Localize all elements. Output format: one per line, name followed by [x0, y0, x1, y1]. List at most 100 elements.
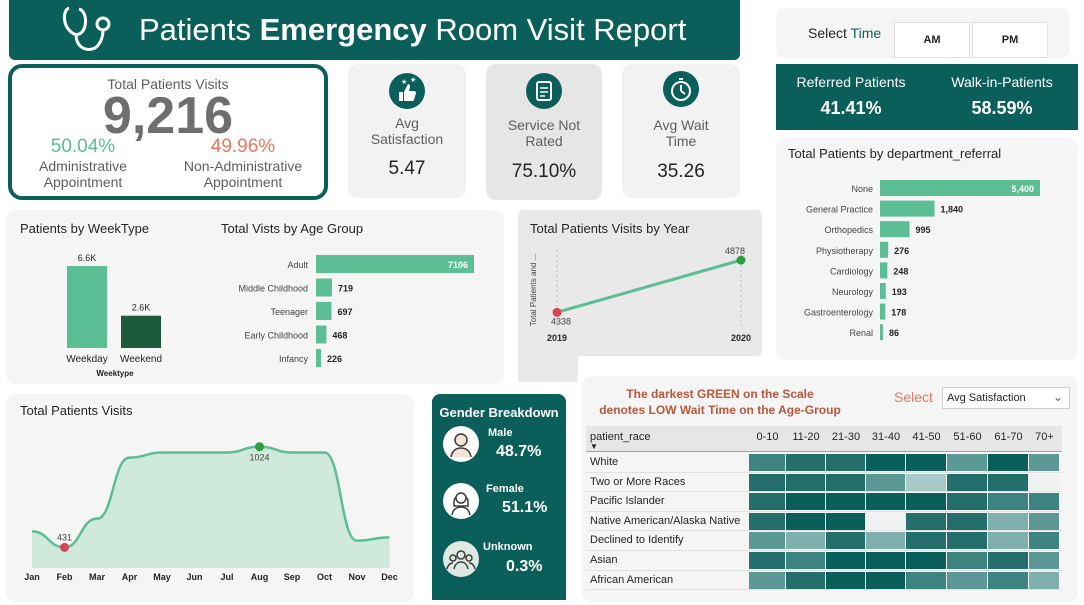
- heatmap-cell[interactable]: [786, 512, 825, 530]
- heatmap-column-header: 41-50: [912, 431, 941, 443]
- heatmap-cell[interactable]: [866, 454, 905, 471]
- age-group-chart-title: Total Vists by Age Group: [221, 221, 364, 236]
- heatmap-cell[interactable]: [749, 493, 785, 511]
- heatmap-cell[interactable]: [866, 473, 905, 491]
- admin-label: Administrative Appointment: [39, 158, 127, 190]
- heatmap-cell[interactable]: [786, 552, 825, 569]
- heatmap-cell[interactable]: [1029, 532, 1059, 550]
- total-visits-label: Total Patients Visits: [107, 76, 229, 92]
- heatmap-cell[interactable]: [826, 552, 865, 569]
- referred-label: Referred Patients: [796, 74, 906, 90]
- heatmap-cell[interactable]: [988, 512, 1028, 530]
- avg-wait-card: Avg Wait Time 35.26: [622, 64, 740, 198]
- sort-caret-icon[interactable]: ▼: [590, 442, 598, 451]
- heatmap-cell[interactable]: [749, 512, 785, 530]
- monthly-x-tick-label: Oct: [317, 572, 332, 582]
- heatmap-cell[interactable]: [1029, 512, 1059, 530]
- heatmap-cell[interactable]: [988, 493, 1028, 511]
- heatmap-cell[interactable]: [906, 512, 946, 530]
- heatmap-cell[interactable]: [866, 532, 905, 550]
- heatmap-cell[interactable]: [1029, 571, 1059, 589]
- heatmap-cell[interactable]: [749, 552, 785, 569]
- heatmap-cell[interactable]: [947, 552, 987, 569]
- age-category-label: Adult: [287, 260, 308, 270]
- year-y-axis-title: Total Patients and ...: [529, 254, 538, 327]
- heatmap-cell[interactable]: [906, 493, 946, 511]
- heatmap-cell[interactable]: [988, 454, 1028, 471]
- heatmap-cell[interactable]: [1029, 552, 1059, 569]
- avg-wait-value: 35.26: [657, 161, 705, 182]
- svg-text:★: ★: [410, 76, 416, 84]
- age-bar: [316, 278, 332, 297]
- year-chart-title: Total Patients Visits by Year: [530, 221, 690, 236]
- dept-category-label: Neurology: [832, 287, 874, 297]
- heatmap-cell[interactable]: [749, 532, 785, 550]
- heatmap-cell[interactable]: [786, 493, 825, 511]
- heatmap-cell[interactable]: [866, 571, 905, 589]
- heatmap-cell[interactable]: [906, 454, 946, 471]
- heatmap-row-label: Declined to Identify: [590, 534, 684, 547]
- heatmap-cell[interactable]: [906, 552, 946, 569]
- heatmap-cell[interactable]: [826, 571, 865, 589]
- heatmap-cell[interactable]: [786, 571, 825, 589]
- avg-satisfaction-card: ★ ★ Avg Satisfaction 5.47: [348, 64, 466, 198]
- heatmap-cell[interactable]: [1029, 454, 1059, 471]
- weektype-bar: [67, 266, 107, 348]
- heatmap-cell[interactable]: [866, 552, 905, 569]
- heatmap-cell[interactable]: [947, 571, 987, 589]
- heatmap-cell[interactable]: [906, 571, 946, 589]
- heatmap-cell[interactable]: [988, 532, 1028, 550]
- nonadmin-label: Non-Administrative Appointment: [183, 158, 303, 190]
- metric-select[interactable]: Avg Satisfaction ⌄: [942, 387, 1070, 409]
- age-data-label: 697: [337, 307, 352, 317]
- heatmap-cell[interactable]: [988, 473, 1028, 491]
- monthly-x-tick-label: May: [153, 572, 171, 582]
- stopwatch-icon: [663, 71, 699, 107]
- heatmap-cell[interactable]: [947, 473, 987, 491]
- heatmap-cell[interactable]: [1029, 493, 1059, 511]
- thumbs-up-icon: ★ ★: [389, 73, 425, 109]
- heatmap-cell[interactable]: [988, 571, 1028, 589]
- heatmap-cell[interactable]: [1029, 473, 1059, 491]
- heatmap-cell[interactable]: [786, 454, 825, 471]
- age-category-label: Teenager: [270, 307, 308, 317]
- year-data-label: 4338: [551, 316, 571, 326]
- weektype-chart: 6.6K Weekday 2.6K Weekend Weektype: [66, 253, 162, 378]
- pm-button[interactable]: PM: [972, 22, 1048, 58]
- age-category-label: Infancy: [279, 354, 309, 364]
- heatmap-cell[interactable]: [826, 493, 865, 511]
- heatmap-cell[interactable]: [866, 493, 905, 511]
- am-button[interactable]: AM: [894, 22, 970, 58]
- heatmap-cell[interactable]: [988, 552, 1028, 569]
- dept-data-label: 5,400: [1011, 184, 1034, 194]
- year-series-line: [556, 258, 742, 314]
- heatmap-cell[interactable]: [749, 473, 785, 491]
- heatmap-cell[interactable]: [947, 512, 987, 530]
- referral-split-card: Referred Patients 41.41% Walk-in-Patient…: [776, 64, 1078, 130]
- heatmap-cell[interactable]: [749, 454, 785, 471]
- avg-satisfaction-label: Avg Satisfaction: [370, 115, 444, 147]
- heatmap-cell[interactable]: [906, 532, 946, 550]
- clipboard-icon: [526, 73, 562, 109]
- heatmap-cell[interactable]: [749, 571, 785, 589]
- heatmap-row-label: White: [590, 456, 619, 468]
- male-label: Male: [488, 427, 513, 439]
- heatmap-cell[interactable]: [786, 473, 825, 491]
- heatmap-cell[interactable]: [906, 473, 946, 491]
- heatmap-cell[interactable]: [947, 493, 987, 511]
- gender-title: Gender Breakdown: [439, 405, 559, 420]
- heatmap-cell[interactable]: [786, 532, 825, 550]
- heatmap-cell[interactable]: [866, 512, 905, 530]
- age-category-label: Early Childhood: [244, 331, 308, 341]
- heatmap-column-header: 70+: [1035, 431, 1054, 443]
- heatmap-row-label: Native American/Alaska Native: [590, 514, 741, 527]
- heatmap-cell[interactable]: [826, 512, 865, 530]
- age-category-label: Middle Childhood: [238, 284, 308, 294]
- heatmap-cell[interactable]: [947, 454, 987, 471]
- weektype-data-label: 2.6K: [132, 303, 151, 313]
- heatmap-cell[interactable]: [826, 473, 865, 491]
- heatmap-cell[interactable]: [826, 532, 865, 550]
- walkin-label: Walk-in-Patients: [951, 74, 1053, 90]
- heatmap-cell[interactable]: [826, 454, 865, 471]
- heatmap-cell[interactable]: [947, 532, 987, 550]
